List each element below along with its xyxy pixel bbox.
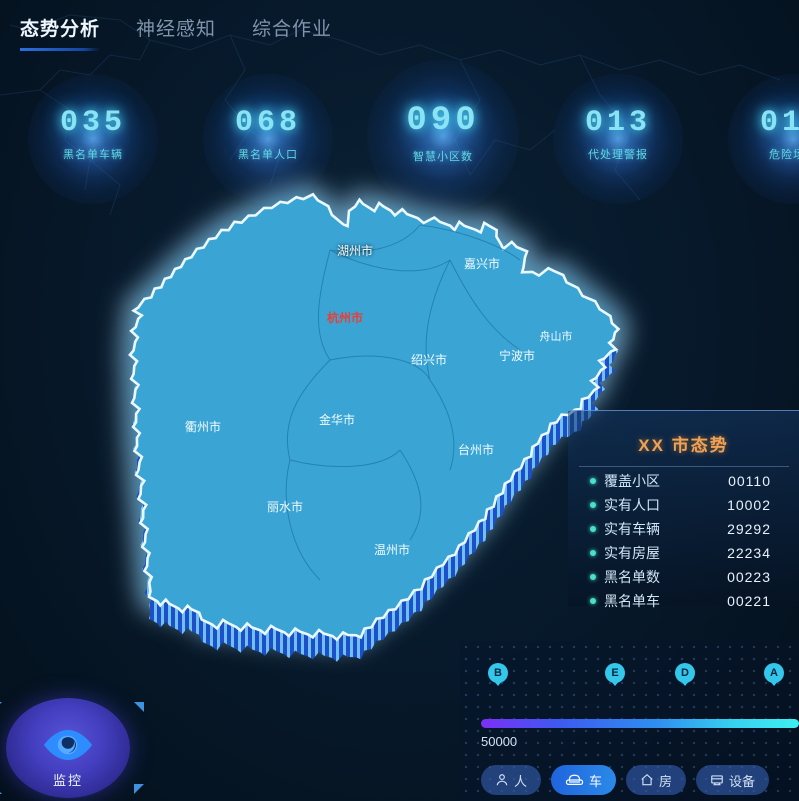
svg-text:宁波市: 宁波市 — [499, 348, 535, 363]
svg-text:嘉兴市: 嘉兴市 — [464, 256, 500, 271]
svg-text:绍兴市: 绍兴市 — [411, 352, 447, 367]
svg-text:杭州市: 杭州市 — [327, 310, 363, 325]
svg-text:湖州市: 湖州市 — [337, 243, 373, 258]
svg-text:舟山市: 舟山市 — [540, 329, 573, 343]
svg-text:金华市: 金华市 — [319, 412, 355, 427]
svg-text:温州市: 温州市 — [374, 542, 410, 557]
svg-text:衢州市: 衢州市 — [185, 419, 221, 434]
svg-text:丽水市: 丽水市 — [267, 499, 303, 514]
svg-text:台州市: 台州市 — [458, 442, 494, 457]
